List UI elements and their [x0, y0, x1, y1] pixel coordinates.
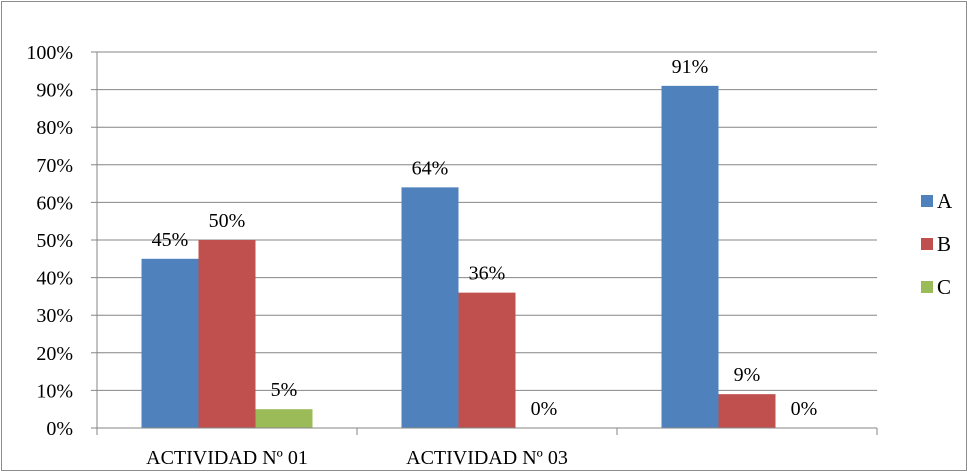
y-tick-label: 40%	[36, 268, 73, 290]
data-label: 45%	[152, 229, 189, 251]
bar-b	[198, 240, 256, 428]
bar-b	[458, 292, 516, 428]
y-tick-label: 30%	[36, 305, 73, 327]
data-label: 5%	[271, 379, 298, 401]
data-label: 9%	[734, 364, 761, 386]
y-tick-label: 50%	[36, 230, 73, 252]
x-category-label: ACTIVIDAD Nº 01	[146, 447, 308, 466]
y-tick-label: 90%	[36, 80, 73, 102]
bar-b	[718, 394, 776, 428]
legend-swatch-a	[921, 195, 933, 207]
data-label: 0%	[791, 398, 818, 420]
bar-a	[661, 85, 719, 428]
y-tick-label: 0%	[46, 418, 73, 440]
y-tick-label: 80%	[36, 117, 73, 139]
y-axis-tick-labels: 0% 10% 20% 30% 40% 50% 60% 70% 80% 90% 100%	[26, 42, 73, 440]
x-axis: ACTIVIDAD Nº 01 ACTIVIDAD Nº 03	[96, 52, 878, 466]
y-tick-label: 10%	[36, 380, 73, 402]
legend-swatch-c	[921, 281, 933, 293]
bar-a	[401, 187, 459, 428]
legend-label: A	[937, 189, 953, 213]
legend-swatch-b	[921, 238, 933, 250]
bar-c	[255, 409, 313, 428]
data-label: 91%	[672, 56, 709, 78]
bars	[141, 85, 776, 428]
bar-a	[141, 258, 199, 428]
y-tick-label: 70%	[36, 155, 73, 177]
legend: ABC	[921, 189, 953, 299]
y-tick-label: 60%	[36, 192, 73, 214]
data-label: 0%	[531, 398, 558, 420]
y-tick-label: 100%	[26, 42, 73, 64]
data-label: 64%	[412, 157, 449, 179]
y-tick-label: 20%	[36, 343, 73, 365]
data-label: 50%	[209, 210, 246, 232]
data-label: 36%	[469, 263, 506, 285]
legend-label: B	[937, 232, 951, 256]
legend-label: C	[937, 275, 951, 299]
data-labels: 45% 50% 5% 64% 36% 0% 91% 9% 0%	[152, 56, 818, 420]
x-category-label: ACTIVIDAD Nº 03	[406, 447, 568, 466]
